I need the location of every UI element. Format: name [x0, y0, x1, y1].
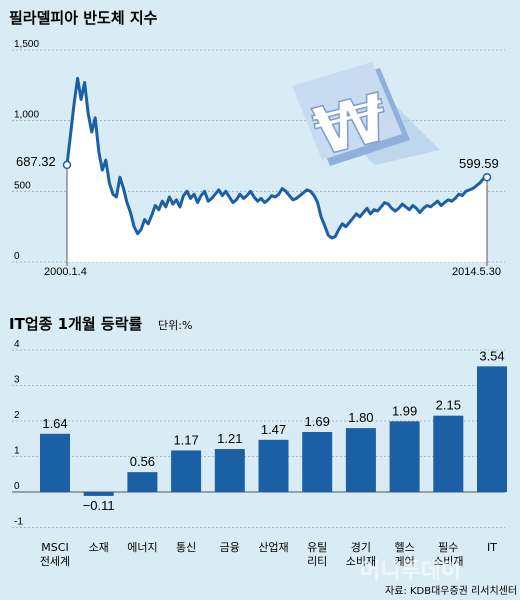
index-area-fill — [67, 78, 487, 262]
bar — [171, 450, 202, 492]
bar-category-label: MSCI — [41, 541, 68, 554]
bar — [258, 439, 289, 492]
bar-value-labels: 1.64 −0.11 0.56 1.17 1.21 1.47 1.69 1.80 1.99 2.1… — [42, 348, 504, 513]
start-point-marker — [62, 160, 72, 170]
bar-value-label: 1.80 — [348, 410, 373, 425]
bar-y-tick-label: 1 — [14, 446, 20, 457]
bar-category-label: 소재 — [89, 541, 109, 554]
bar-y-tick-label: 3 — [14, 375, 20, 386]
index-y-ticks: 1,500 1,000 500 0 — [14, 39, 39, 262]
svg-text:₩: ₩ — [306, 79, 395, 171]
index-y-tick-label: 1,000 — [14, 110, 39, 121]
bar-category-label: 산업재 — [258, 541, 288, 554]
bar-category-label: 소비재 — [433, 555, 463, 568]
bar-series — [40, 366, 507, 496]
bar-value-label: 1.47 — [261, 422, 286, 437]
bar-category-label: 경기 — [351, 541, 371, 554]
bar-y-tick-label: -1 — [14, 517, 23, 528]
bar-category-label: 케어 — [394, 555, 414, 568]
bar-category-label: 통신 — [176, 541, 196, 554]
bar — [214, 449, 245, 492]
bar — [127, 472, 158, 492]
x-end-date-label: 2014.5.30 — [452, 266, 501, 278]
bar — [345, 428, 376, 492]
bar-value-label: 1.64 — [42, 416, 67, 431]
watermark-text: 머니투데이 — [360, 559, 461, 584]
bar — [477, 366, 507, 492]
bar-category-label: 에너지 — [127, 541, 157, 554]
bar-chart-title: IT업종 1개월 등락률 — [9, 315, 142, 333]
index-chart-title: 필라델피아 반도체 지수 — [9, 9, 158, 27]
bar-value-label: −0.11 — [83, 498, 115, 513]
bar-category-label: 헬스 — [394, 541, 414, 554]
bar-value-label: 1.17 — [173, 432, 198, 447]
bar-value-label: 1.99 — [392, 403, 417, 418]
won-sign-3d-icon: ₩ — [292, 62, 440, 172]
index-y-tick-label: 0 — [14, 251, 20, 262]
bar-value-label: 2.15 — [436, 398, 461, 413]
bar-category-label: IT — [487, 541, 497, 554]
bar-y-tick-label: 2 — [14, 410, 20, 421]
bar — [83, 492, 114, 496]
bar-category-label: 유틸 — [307, 541, 327, 554]
bar-category-label: 전세계 — [40, 555, 70, 568]
bar — [433, 415, 464, 492]
bar-chart-unit: 단위:% — [158, 319, 192, 332]
start-value-label: 687.32 — [16, 154, 56, 169]
bar-value-label: 1.21 — [217, 431, 242, 446]
end-value-label: 599.59 — [459, 156, 499, 171]
source-text: 자료: KDB대우증권 리서치센터 — [385, 585, 517, 597]
end-point-marker — [482, 172, 492, 182]
bar-category-label: 금융 — [220, 541, 240, 554]
index-series-line — [65, 76, 488, 240]
bar-value-label: 1.69 — [305, 414, 330, 429]
bar-y-ticks: 4 3 2 1 0 -1 — [14, 339, 23, 528]
index-y-tick-label: 1,500 — [14, 39, 39, 50]
bar-category-label: 리티 — [307, 555, 327, 568]
bar-category-label: 소비재 — [346, 555, 376, 568]
bar-y-tick-label: 0 — [14, 481, 20, 492]
bar — [389, 421, 420, 492]
bar — [302, 432, 333, 492]
bar-category-label: 필수 — [438, 541, 458, 554]
bar-value-label: 0.56 — [130, 454, 155, 469]
x-start-date-label: 2000.1.4 — [44, 266, 87, 278]
index-y-tick-label: 500 — [14, 180, 31, 191]
bar-value-label: 3.54 — [479, 348, 504, 363]
bar — [40, 433, 70, 492]
bar-y-tick-label: 4 — [14, 339, 20, 350]
